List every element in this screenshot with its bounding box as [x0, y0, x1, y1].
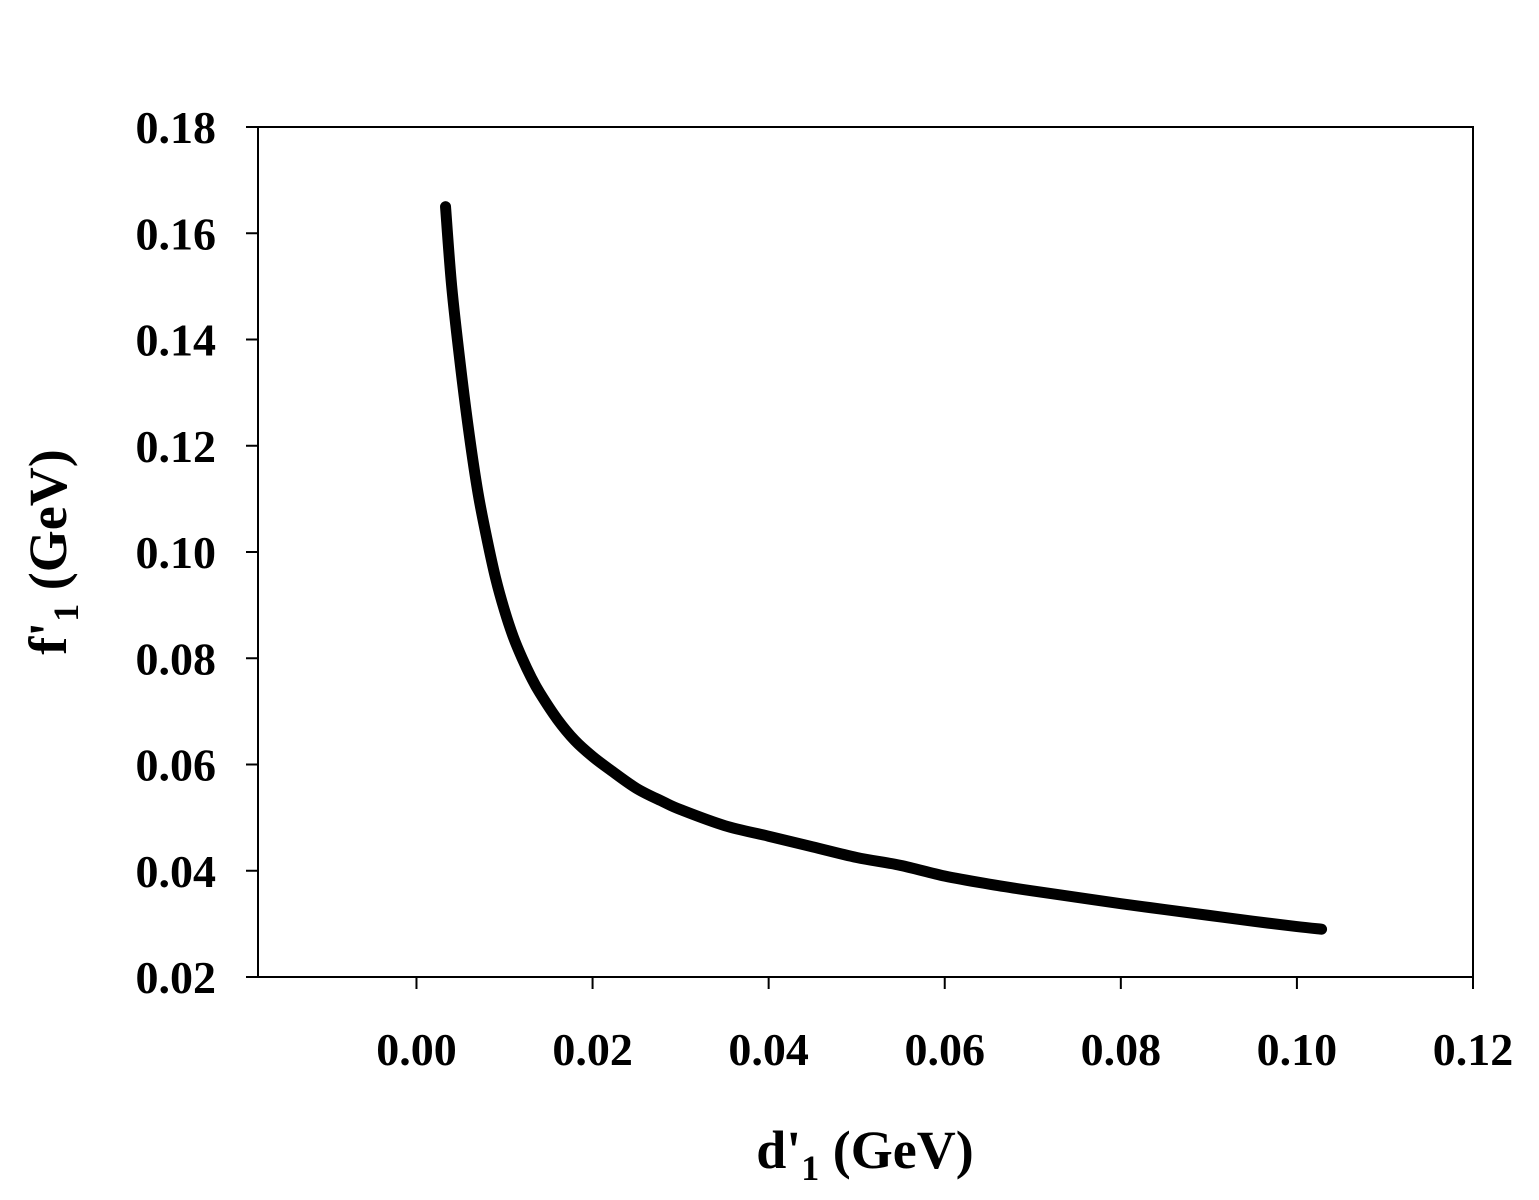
plot-area: [257, 126, 1474, 978]
series-line: [440, 201, 1328, 935]
y-tick-label: 0.06: [136, 740, 217, 791]
x-tick-label: 0.02: [552, 1024, 633, 1075]
y-tick-label: 0.04: [136, 846, 217, 897]
y-tick-label: 0.10: [136, 527, 217, 578]
y-tick-label: 0.16: [136, 208, 217, 259]
series-group: [440, 201, 1328, 935]
x-axis-ticks: 0.00 0.02 0.04 0.06 0.08 0.10 0.12: [376, 977, 1513, 1075]
y-tick-label: 0.18: [136, 102, 217, 153]
x-tick-label: 0.00: [376, 1024, 457, 1075]
y-tick-label: 0.02: [136, 952, 217, 1003]
x-tick-label: 0.10: [1257, 1024, 1338, 1075]
y-tick-label: 0.12: [136, 421, 217, 472]
x-tick-label: 0.08: [1081, 1024, 1162, 1075]
x-tick-label: 0.12: [1433, 1024, 1514, 1075]
x-axis-title: d'1 (GeV): [756, 1120, 973, 1188]
x-tick-label: 0.04: [728, 1024, 809, 1075]
x-tick-label: 0.06: [904, 1024, 985, 1075]
y-tick-label: 0.08: [136, 633, 217, 684]
y-axis-ticks: 0.02 0.04 0.06 0.08 0.10 0.12 0.14 0.16 0.18: [136, 102, 258, 1003]
y-axis-title: f'1 (GeV): [18, 449, 86, 654]
y-tick-label: 0.14: [136, 315, 217, 366]
